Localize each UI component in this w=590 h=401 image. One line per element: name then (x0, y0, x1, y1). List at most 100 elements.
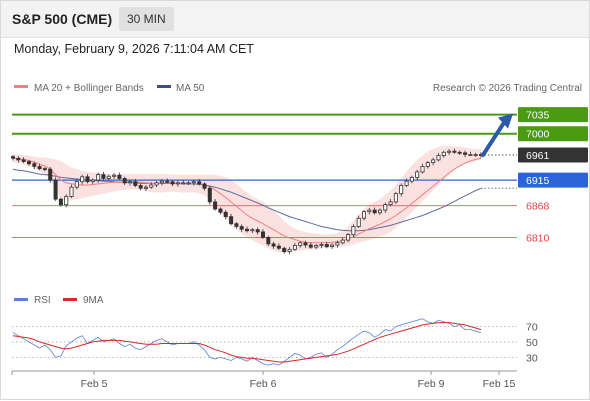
level-tag-6961 (518, 147, 588, 163)
candle-body (90, 179, 95, 183)
level-tag-label-6961: 6961 (526, 150, 550, 162)
credit-text: Research © 2026 Trading Central (433, 83, 582, 94)
candle-body (420, 166, 425, 173)
candle-body (303, 242, 308, 246)
level-tag-label-7035: 7035 (526, 110, 550, 122)
ma20-legend-label: MA 20 + Bollinger Bands (34, 83, 144, 94)
forecast-arrow-head (498, 113, 513, 129)
candle-body (74, 181, 79, 188)
candle-body (58, 198, 63, 206)
candle-body (367, 209, 372, 213)
candle-body (175, 182, 180, 185)
candle-body (239, 226, 244, 230)
candle-body (409, 176, 414, 182)
level-tag-7035 (518, 107, 588, 123)
rsi-ma-legend-swatch (63, 298, 77, 301)
rsi-legend-label: RSI (34, 295, 51, 306)
candle-body (106, 175, 111, 179)
candle-body (16, 157, 21, 161)
candle-body (335, 242, 340, 246)
candle-body (112, 174, 117, 177)
x-axis: Feb 5 Feb 6 Feb 9 Feb 15 (11, 371, 515, 390)
candle-body (356, 217, 361, 227)
candle-body (457, 151, 462, 154)
candle-body (298, 242, 303, 246)
candle-body (388, 201, 393, 205)
candle-body (122, 178, 127, 184)
candle-body (96, 174, 101, 181)
candle-body (207, 187, 212, 203)
level-label-6810: 6810 (526, 232, 550, 244)
candle-body (383, 204, 388, 211)
candle-body (447, 150, 452, 153)
candle-body (154, 182, 159, 186)
rsi-ma-legend-label: 9MA (83, 295, 104, 306)
candle-body (340, 239, 345, 244)
candle-body (250, 229, 255, 232)
symbol-title: S&P 500 (CME) (12, 11, 113, 27)
candle-body (101, 174, 106, 179)
level-tags: 7035 7000 6961 6915 6868 6810 (518, 107, 588, 244)
candle-body (404, 180, 409, 186)
candle-body (42, 168, 47, 171)
candle-body (53, 179, 58, 200)
candle-body (452, 150, 457, 153)
level-tag-7000 (518, 126, 588, 142)
candle-body (330, 244, 335, 248)
candle-body (255, 229, 260, 233)
candle-body (229, 216, 234, 225)
candle-body (276, 245, 281, 249)
forecast-arrow (481, 113, 513, 157)
candle-body (372, 209, 377, 214)
candle-body (37, 166, 42, 170)
candlesticks (10, 148, 483, 255)
candle-body (10, 156, 15, 159)
candle-body (165, 180, 170, 183)
candle-body (431, 159, 436, 163)
candle-body (351, 226, 356, 236)
candle-body (218, 208, 223, 213)
bollinger-band-area (13, 145, 481, 253)
x-tick-label: Feb 5 (81, 378, 108, 390)
chart-header: S&P 500 (CME) 30 MIN (1, 1, 589, 38)
level-tag-label-6915: 6915 (526, 175, 550, 187)
candle-body (319, 244, 324, 247)
rsi-tick-70: 70 (526, 321, 538, 333)
x-tick-label: Feb 6 (250, 378, 277, 390)
candle-body (181, 182, 186, 185)
candle-body (26, 161, 31, 165)
candle-body (170, 181, 175, 185)
candle-body (138, 185, 143, 189)
rsi-tick-50: 50 (526, 337, 538, 349)
candle-body (463, 152, 468, 155)
candle-body (473, 154, 478, 156)
candle-body (186, 182, 191, 185)
candle-body (271, 243, 276, 247)
candle-body (324, 244, 329, 248)
rsi-line (12, 318, 482, 366)
candle-body (223, 211, 228, 218)
candle-body (197, 181, 202, 185)
candle-body (399, 185, 404, 195)
rsi-tick-30: 30 (526, 352, 538, 364)
forecast-arrow-shaft (481, 120, 506, 157)
ma50-legend-swatch (157, 85, 171, 88)
candle-body (64, 196, 69, 206)
candle-body (468, 154, 473, 156)
candle-body (346, 234, 351, 241)
candle-body (117, 174, 122, 179)
level-tag-label-7000: 7000 (526, 129, 550, 141)
candle-body (128, 181, 133, 184)
candle-body (80, 176, 85, 183)
candle-body (260, 231, 265, 238)
candle-body (149, 184, 154, 188)
candle-body (393, 193, 398, 203)
interval-selector[interactable]: 30 MIN (119, 7, 174, 31)
candle-body (314, 245, 319, 248)
candle-body (415, 171, 420, 178)
chart-datetime: Monday, February 9, 2026 7:11:04 AM CET (14, 42, 254, 56)
candle-body (21, 159, 26, 162)
bollinger-bands (13, 145, 481, 253)
